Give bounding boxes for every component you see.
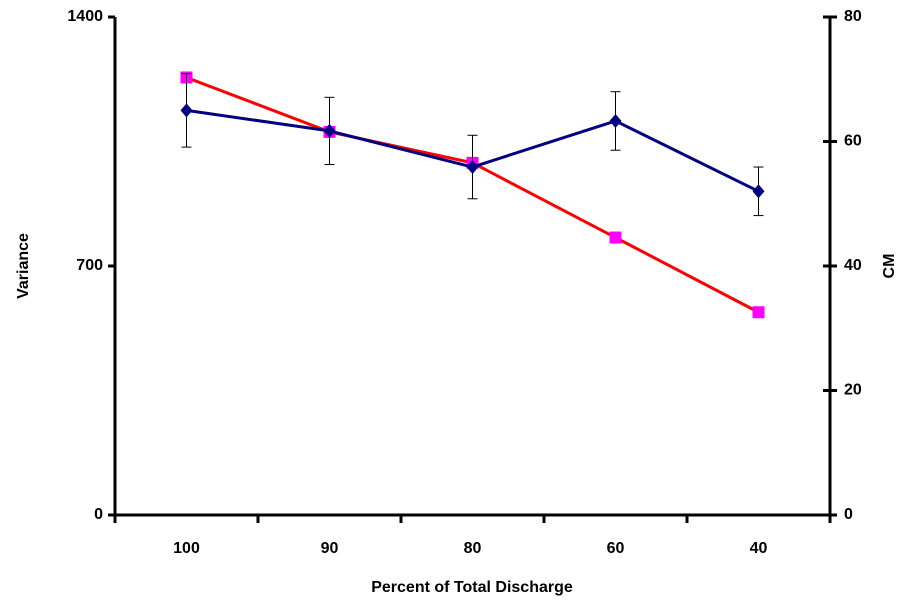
marker — [466, 160, 479, 175]
y-tick-label: 1400 — [67, 8, 103, 25]
x-tick-label: 100 — [173, 540, 200, 557]
x-tick-label: 80 — [464, 540, 482, 557]
y2-tick-label: 0 — [844, 506, 853, 523]
marker — [609, 231, 622, 244]
x-tick-label: 90 — [321, 540, 339, 557]
y2-tick-label: 80 — [844, 8, 862, 25]
y2-tick-label: 60 — [844, 133, 862, 150]
marker — [609, 113, 622, 128]
x-axis-label: Percent of Total Discharge — [371, 579, 573, 596]
marker — [752, 184, 765, 199]
y2-axis-label: CM — [881, 254, 898, 279]
y-tick-label: 0 — [94, 506, 103, 523]
x-tick-label: 40 — [750, 540, 768, 557]
y-tick-label: 700 — [76, 257, 103, 274]
marker — [180, 103, 193, 118]
y2-tick-label: 40 — [844, 257, 862, 274]
y-axis-label: Variance — [15, 233, 32, 299]
marker — [752, 306, 765, 319]
marker — [323, 123, 336, 138]
x-tick-label: 60 — [607, 540, 625, 557]
y2-tick-label: 20 — [844, 382, 862, 399]
